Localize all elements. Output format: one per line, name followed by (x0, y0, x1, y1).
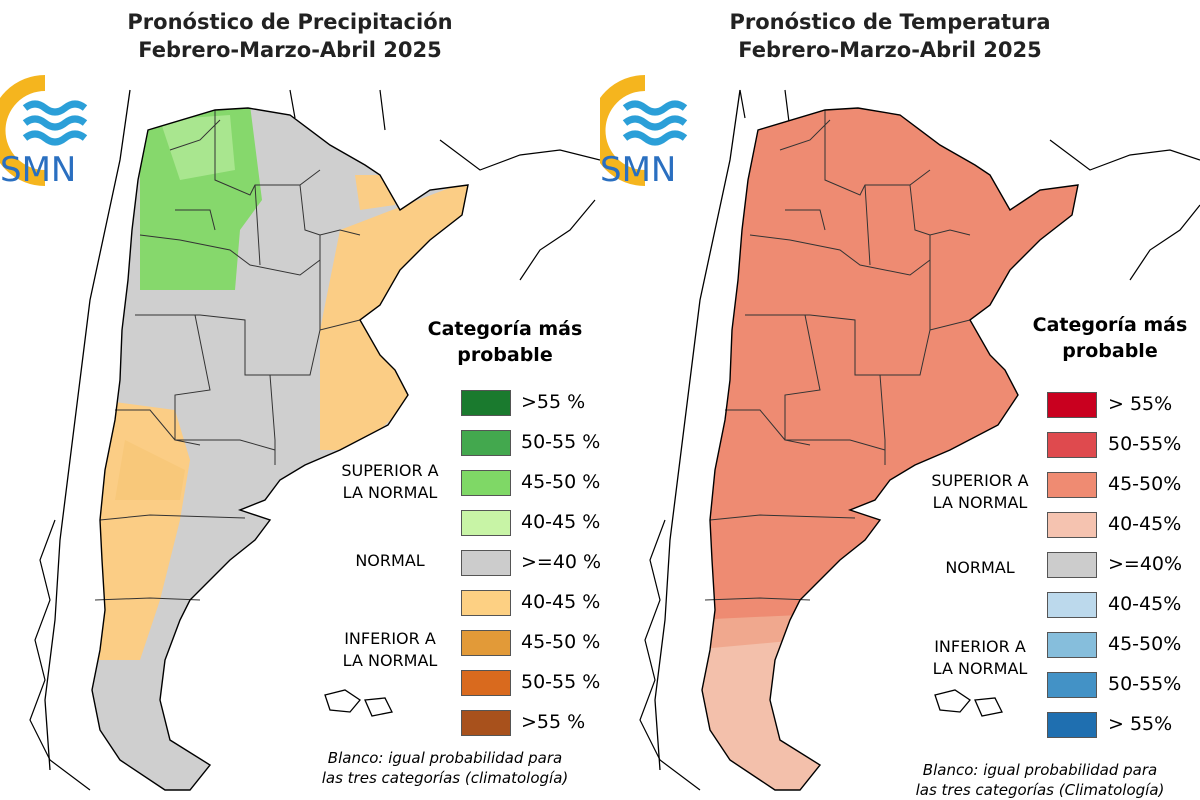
legend-swatch (461, 430, 511, 456)
legend-swatch (461, 590, 511, 616)
legend-label: >55 % (521, 391, 586, 413)
legend-label: 40-45 % (521, 511, 600, 533)
category-inferior-line-2: LA NORMAL (932, 659, 1028, 678)
legend-label: > 55% (1108, 393, 1173, 415)
legend-swatch (461, 670, 511, 696)
legend-label: 45-50 % (521, 471, 600, 493)
legend-swatch (1047, 672, 1097, 698)
legend-label: 50-55 % (521, 431, 600, 453)
legend-title: Categoría más probable (1010, 312, 1200, 364)
southwest-coast (29, 519, 91, 791)
title-line-2: Febrero-Marzo-Abril 2025 (138, 38, 442, 62)
category-normal: NORMAL (945, 558, 1015, 577)
category-superior: SUPERIOR A LA NORMAL (330, 460, 450, 504)
category-superior-line-1: SUPERIOR A (341, 461, 439, 480)
smn-logo-icon (600, 75, 688, 186)
note-line-1: Blanco: igual probabilidad para (922, 761, 1158, 779)
category-inferior: INFERIOR A LA NORMAL (920, 636, 1040, 680)
category-superior-line-2: LA NORMAL (342, 483, 438, 502)
islands (324, 689, 393, 717)
uruguay-coast (519, 199, 596, 281)
legend-label: 40-45% (1108, 513, 1182, 535)
legend-swatch (1047, 592, 1097, 618)
above-normal-light-south (702, 625, 860, 790)
legend-swatch (461, 470, 511, 496)
legend-swatch (1047, 432, 1097, 458)
legend-swatch (461, 550, 511, 576)
note-line-2: las tres categorías (climatología) (321, 769, 569, 787)
transition-patch (702, 615, 800, 650)
legend-swatch (461, 510, 511, 536)
title-line-2: Febrero-Marzo-Abril 2025 (738, 38, 1042, 62)
category-inferior-line-2: LA NORMAL (342, 651, 438, 670)
legend-title-line-2: probable (457, 344, 553, 366)
legend-label: 45-50% (1108, 473, 1182, 495)
smn-logo-icon (0, 75, 88, 186)
climatology-note: Blanco: igual probabilidad para las tres… (880, 760, 1200, 800)
legend-label: 45-50 % (521, 631, 600, 653)
legend-label: 50-55 % (521, 671, 600, 693)
legend-swatch (461, 390, 511, 416)
legend-swatch (1047, 472, 1097, 498)
legend-swatch (461, 630, 511, 656)
legend-title-line-1: Categoría más (427, 318, 583, 340)
southwest-coast (639, 519, 701, 791)
climatology-note: Blanco: igual probabilidad para las tres… (290, 748, 600, 788)
argentina-outline (91, 107, 469, 791)
legend-label: 50-55% (1108, 433, 1182, 455)
temperature-title: Pronóstico de Temperatura Febrero-Marzo-… (600, 8, 1180, 64)
legend-swatch (1047, 392, 1097, 418)
precipitation-title: Pronóstico de Precipitación Febrero-Marz… (0, 8, 580, 64)
temperature-map (639, 89, 1200, 791)
category-normal: NORMAL (355, 551, 425, 570)
argentina-outline (701, 107, 1079, 791)
category-superior: SUPERIOR A LA NORMAL (920, 470, 1040, 514)
above-normal-light (160, 115, 235, 180)
neighbor-borders (289, 89, 600, 171)
province-borders (704, 110, 971, 601)
legend-swatch (1047, 632, 1097, 658)
category-inferior: INFERIOR A LA NORMAL (330, 628, 450, 672)
category-inferior-line-1: INFERIOR A (934, 637, 1026, 656)
chile-coastline (654, 89, 741, 771)
legend-title: Categoría más probable (405, 316, 600, 368)
note-line-2: las tres categorías (Climatología) (915, 781, 1165, 799)
category-superior-line-2: LA NORMAL (932, 493, 1028, 512)
legend-label: >=40% (1108, 553, 1183, 575)
province-borders (94, 110, 361, 601)
legend-title-line-1: Categoría más (1032, 314, 1188, 336)
legend-title-line-2: probable (1062, 340, 1158, 362)
precipitation-panel: Pronóstico de Precipitación Febrero-Marz… (0, 8, 600, 791)
title-line-1: Pronóstico de Temperatura (729, 10, 1051, 34)
legend-label: >=40 % (521, 551, 600, 573)
temperature-panel: Pronóstico de Temperatura Febrero-Marzo-… (600, 0, 1200, 800)
smn-logo-text: SMN (0, 150, 77, 190)
argentina-land (702, 108, 1078, 790)
legend-swatch (1047, 512, 1097, 538)
note-line-1: Blanco: igual probabilidad para (327, 749, 563, 767)
legend-swatch (1047, 552, 1097, 578)
legend-label: 45-50% (1108, 633, 1182, 655)
legend-swatch (1047, 712, 1097, 738)
uruguay-coast (1129, 204, 1200, 281)
legend-label: 40-45% (1108, 593, 1182, 615)
category-superior-line-1: SUPERIOR A (931, 471, 1029, 490)
category-inferior-line-1: INFERIOR A (344, 629, 436, 648)
legend-swatch (461, 710, 511, 736)
legend-label: 40-45 % (521, 591, 600, 613)
legend-label: >55 % (521, 711, 586, 733)
smn-logo-text: SMN (600, 150, 677, 190)
below-normal-north (355, 175, 395, 210)
legend-label: 50-55% (1108, 673, 1182, 695)
below-normal-patch (115, 440, 185, 500)
islands (934, 689, 1003, 717)
title-line-1: Pronóstico de Precipitación (127, 10, 453, 34)
legend-label: > 55% (1108, 713, 1173, 735)
precipitation-map (29, 89, 600, 791)
chile-coastline (44, 89, 131, 771)
